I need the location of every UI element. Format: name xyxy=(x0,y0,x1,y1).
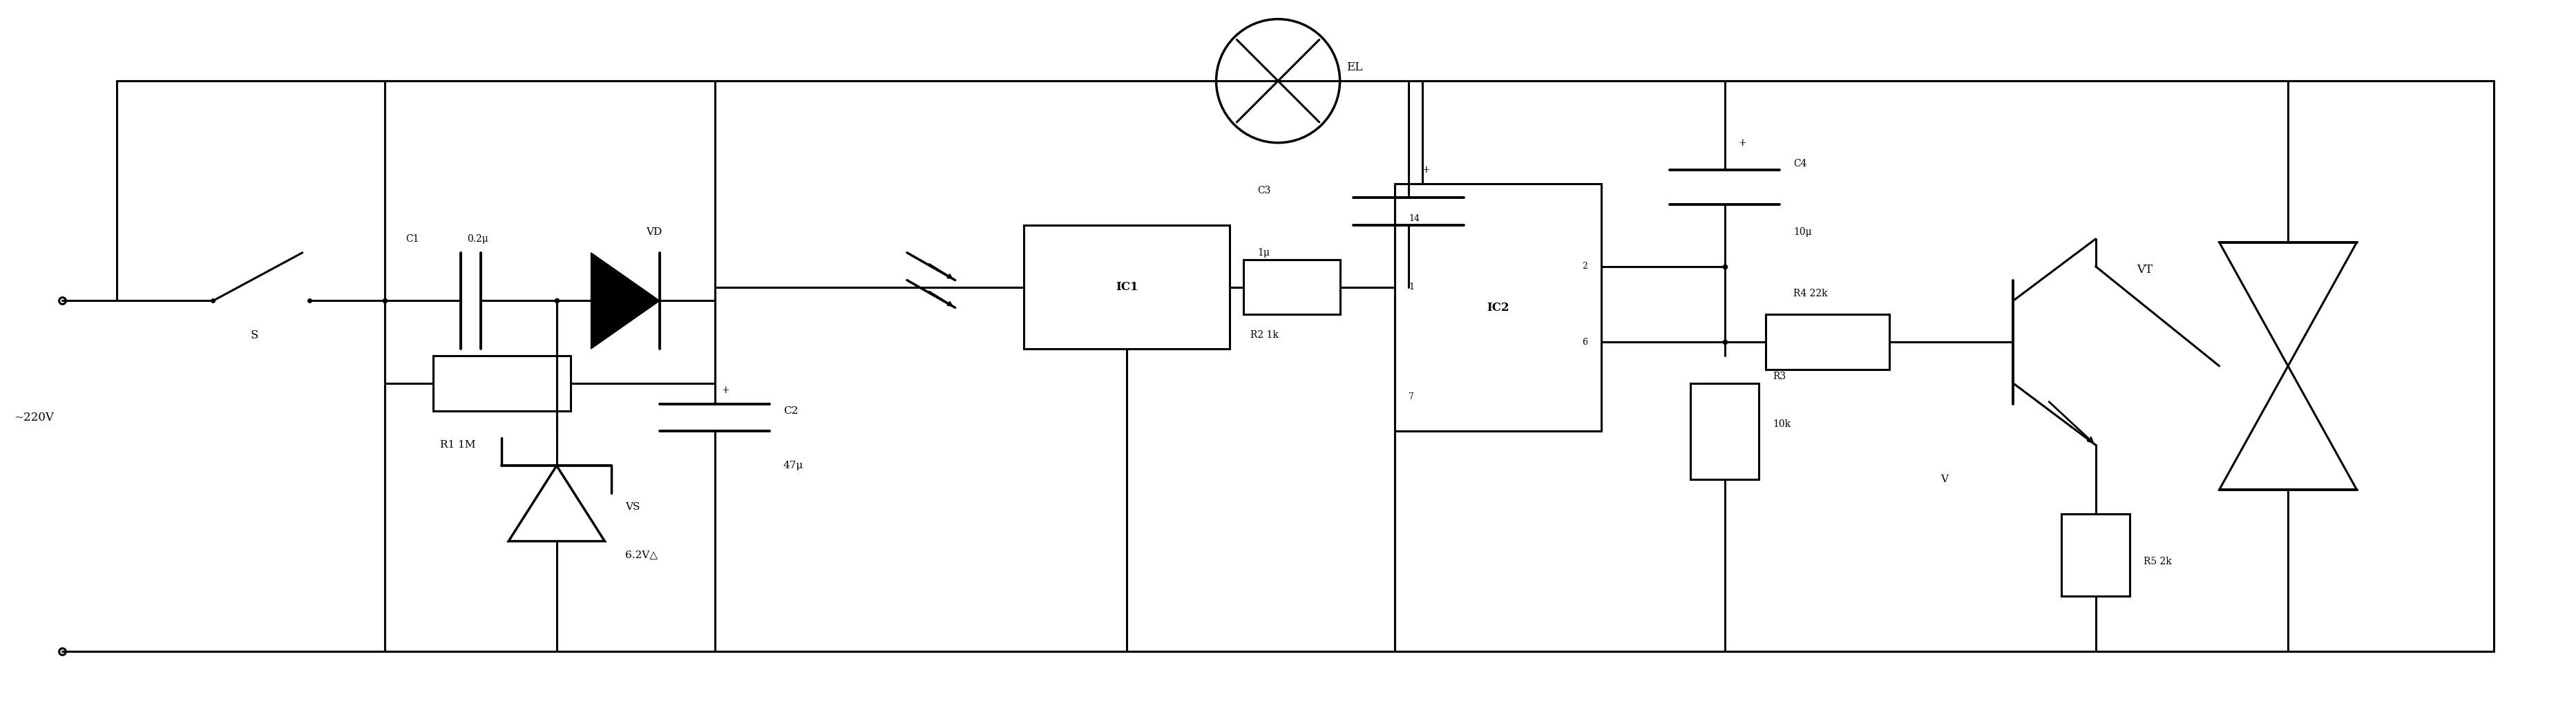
Text: +: + xyxy=(1422,166,1430,175)
Text: C4: C4 xyxy=(1793,159,1806,169)
Text: VS: VS xyxy=(626,502,639,512)
Text: C1: C1 xyxy=(404,234,420,244)
Text: R3: R3 xyxy=(1772,372,1785,381)
Bar xyxy=(1244,260,1340,314)
Text: 2: 2 xyxy=(1582,262,1587,271)
Text: 47μ: 47μ xyxy=(783,461,804,471)
Text: V: V xyxy=(1940,474,1947,484)
Text: C2: C2 xyxy=(783,406,799,416)
Text: VT: VT xyxy=(2136,264,2151,275)
Bar xyxy=(1023,225,1229,349)
Text: 1μ: 1μ xyxy=(1257,248,1270,258)
Text: R2 1k: R2 1k xyxy=(1249,330,1278,340)
Text: R4 22k: R4 22k xyxy=(1793,289,1826,299)
Text: 10μ: 10μ xyxy=(1793,227,1811,237)
Text: 10k: 10k xyxy=(1772,420,1790,429)
Text: EL: EL xyxy=(1347,62,1363,73)
Text: +: + xyxy=(1739,138,1747,147)
Text: R5 2k: R5 2k xyxy=(2143,557,2172,566)
Text: 7: 7 xyxy=(1409,392,1414,401)
Text: VD: VD xyxy=(647,227,662,237)
Text: R1 1M: R1 1M xyxy=(440,440,477,450)
Text: 6.2V△: 6.2V△ xyxy=(626,550,657,560)
Text: ~220V: ~220V xyxy=(13,411,54,423)
Text: IC1: IC1 xyxy=(1115,281,1139,293)
Bar xyxy=(2061,514,2130,596)
Text: C3: C3 xyxy=(1257,186,1270,195)
Text: IC2: IC2 xyxy=(1486,302,1510,314)
Bar xyxy=(433,355,569,411)
Text: 14: 14 xyxy=(1409,214,1419,223)
Text: +: + xyxy=(721,385,729,395)
Bar xyxy=(1690,383,1759,479)
Text: S: S xyxy=(250,329,258,341)
Bar xyxy=(1765,314,1888,370)
Polygon shape xyxy=(590,253,659,349)
Text: 1: 1 xyxy=(1409,282,1414,292)
Text: 0.2μ: 0.2μ xyxy=(466,234,489,244)
Bar xyxy=(1394,184,1600,431)
Text: 6: 6 xyxy=(1582,338,1587,346)
